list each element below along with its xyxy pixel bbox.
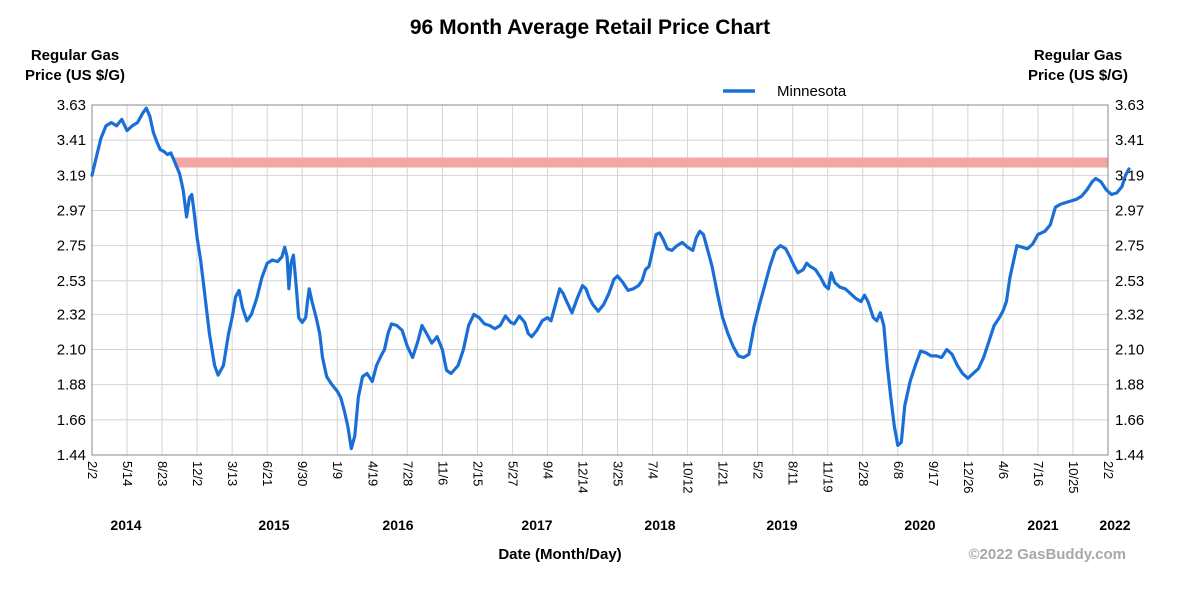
y-tick-label-left: 3.63 <box>57 97 86 114</box>
x-tick-label: 10/25 <box>1066 461 1081 494</box>
y-tick-label-left: 2.10 <box>57 342 86 359</box>
x-tick-label: 7/28 <box>400 461 415 486</box>
grid <box>91 104 1109 456</box>
y-axis-title-right-line2: Price (US $/G) <box>1028 67 1128 84</box>
y-tick-label-left: 3.19 <box>57 167 86 184</box>
x-tick-label: 5/2 <box>751 461 766 479</box>
y-axis-title-left-line2: Price (US $/G) <box>25 67 125 84</box>
year-labels: 2014 2015 2016 2017 2018 2019 2020 2021 2022 <box>110 517 1130 533</box>
year-label: 2022 <box>1099 517 1130 533</box>
x-tick-label: 8/23 <box>155 461 170 486</box>
x-tick-label: 12/26 <box>961 461 976 494</box>
year-label: 2016 <box>382 517 413 533</box>
year-label: 2014 <box>110 517 141 533</box>
y-tick-label-right: 1.88 <box>1115 377 1144 394</box>
x-tick-labels: 2/2 5/14 8/23 12/2 3/13 6/21 9/30 1/9 4/19 7/28 11… <box>85 461 1116 494</box>
x-tick-label: 1/9 <box>330 461 345 479</box>
x-tick-label: 4/6 <box>996 461 1011 479</box>
x-tick-label: 6/21 <box>260 461 275 486</box>
y-tick-label-left: 1.44 <box>57 447 86 464</box>
year-label: 2021 <box>1027 517 1058 533</box>
y-tick-label-right: 2.32 <box>1115 306 1144 323</box>
year-label: 2015 <box>258 517 289 533</box>
year-label: 2017 <box>521 517 552 533</box>
legend: Minnesota <box>723 83 847 100</box>
x-tick-label: 8/11 <box>786 461 801 485</box>
reference-price-band <box>174 157 1108 168</box>
y-tick-label-right: 2.75 <box>1115 238 1144 255</box>
x-tick-label: 2/2 <box>85 461 100 479</box>
year-label: 2018 <box>644 517 675 533</box>
x-tick-label: 12/14 <box>575 461 590 494</box>
x-tick-label: 9/30 <box>295 461 310 486</box>
x-tick-label: 2/28 <box>856 461 871 486</box>
y-tick-label-right: 1.66 <box>1115 412 1144 429</box>
x-tick-label: 9/17 <box>926 461 941 486</box>
x-tick-label: 11/6 <box>435 461 450 485</box>
legend-label-minnesota: Minnesota <box>777 83 847 100</box>
x-tick-label: 3/13 <box>225 461 240 486</box>
x-tick-label: 7/4 <box>646 461 661 479</box>
series-line-minnesota <box>90 106 1131 451</box>
y-tick-label-left: 2.53 <box>57 273 86 290</box>
x-tick-label: 5/14 <box>120 461 135 486</box>
y-axis-title-left-line1: Regular Gas <box>31 47 119 64</box>
x-tick-label: 10/12 <box>681 461 696 494</box>
x-axis-title: Date (Month/Day) <box>498 546 621 563</box>
year-label: 2019 <box>766 517 797 533</box>
y-tick-label-left: 3.41 <box>57 132 86 149</box>
y-tick-label-left: 1.66 <box>57 412 86 429</box>
plot-border <box>91 104 1109 456</box>
x-tick-label: 12/2 <box>190 461 205 486</box>
x-tick-label: 4/19 <box>365 461 380 486</box>
x-tick-label: 2/15 <box>470 461 485 486</box>
x-tick-label: 3/25 <box>611 461 626 486</box>
x-tick-label: 9/4 <box>540 461 555 479</box>
y-tick-label-left: 1.88 <box>57 377 86 394</box>
y-tick-label-right: 2.97 <box>1115 202 1144 219</box>
y-tick-label-left: 2.97 <box>57 202 86 219</box>
y-tick-label-right: 2.53 <box>1115 273 1144 290</box>
y-tick-label-right: 3.19 <box>1115 167 1144 184</box>
y-tick-label-left: 2.32 <box>57 306 86 323</box>
x-tick-label: 2/2 <box>1101 461 1116 479</box>
y-tick-label-right: 3.41 <box>1115 132 1144 149</box>
x-tick-label: 5/27 <box>505 461 520 486</box>
y-tick-label-right: 2.10 <box>1115 342 1144 359</box>
watermark-credit: ©2022 GasBuddy.com <box>969 546 1127 563</box>
x-tick-label: 6/8 <box>891 461 906 479</box>
x-tick-label: 11/19 <box>821 461 836 493</box>
year-label: 2020 <box>904 517 935 533</box>
y-axis-title-right-line1: Regular Gas <box>1034 47 1122 64</box>
y-tick-label-right: 1.44 <box>1115 447 1144 464</box>
chart-title: 96 Month Average Retail Price Chart <box>410 16 770 39</box>
x-tick-label: 7/16 <box>1031 461 1046 486</box>
x-tick-label: 1/21 <box>716 461 731 486</box>
y-tick-label-right: 3.63 <box>1115 97 1144 114</box>
y-tick-label-left: 2.75 <box>57 238 86 255</box>
y-tick-labels: 3.63 3.63 3.41 3.41 3.19 3.19 2.97 2.97 2.75 2.75… <box>57 97 1144 464</box>
